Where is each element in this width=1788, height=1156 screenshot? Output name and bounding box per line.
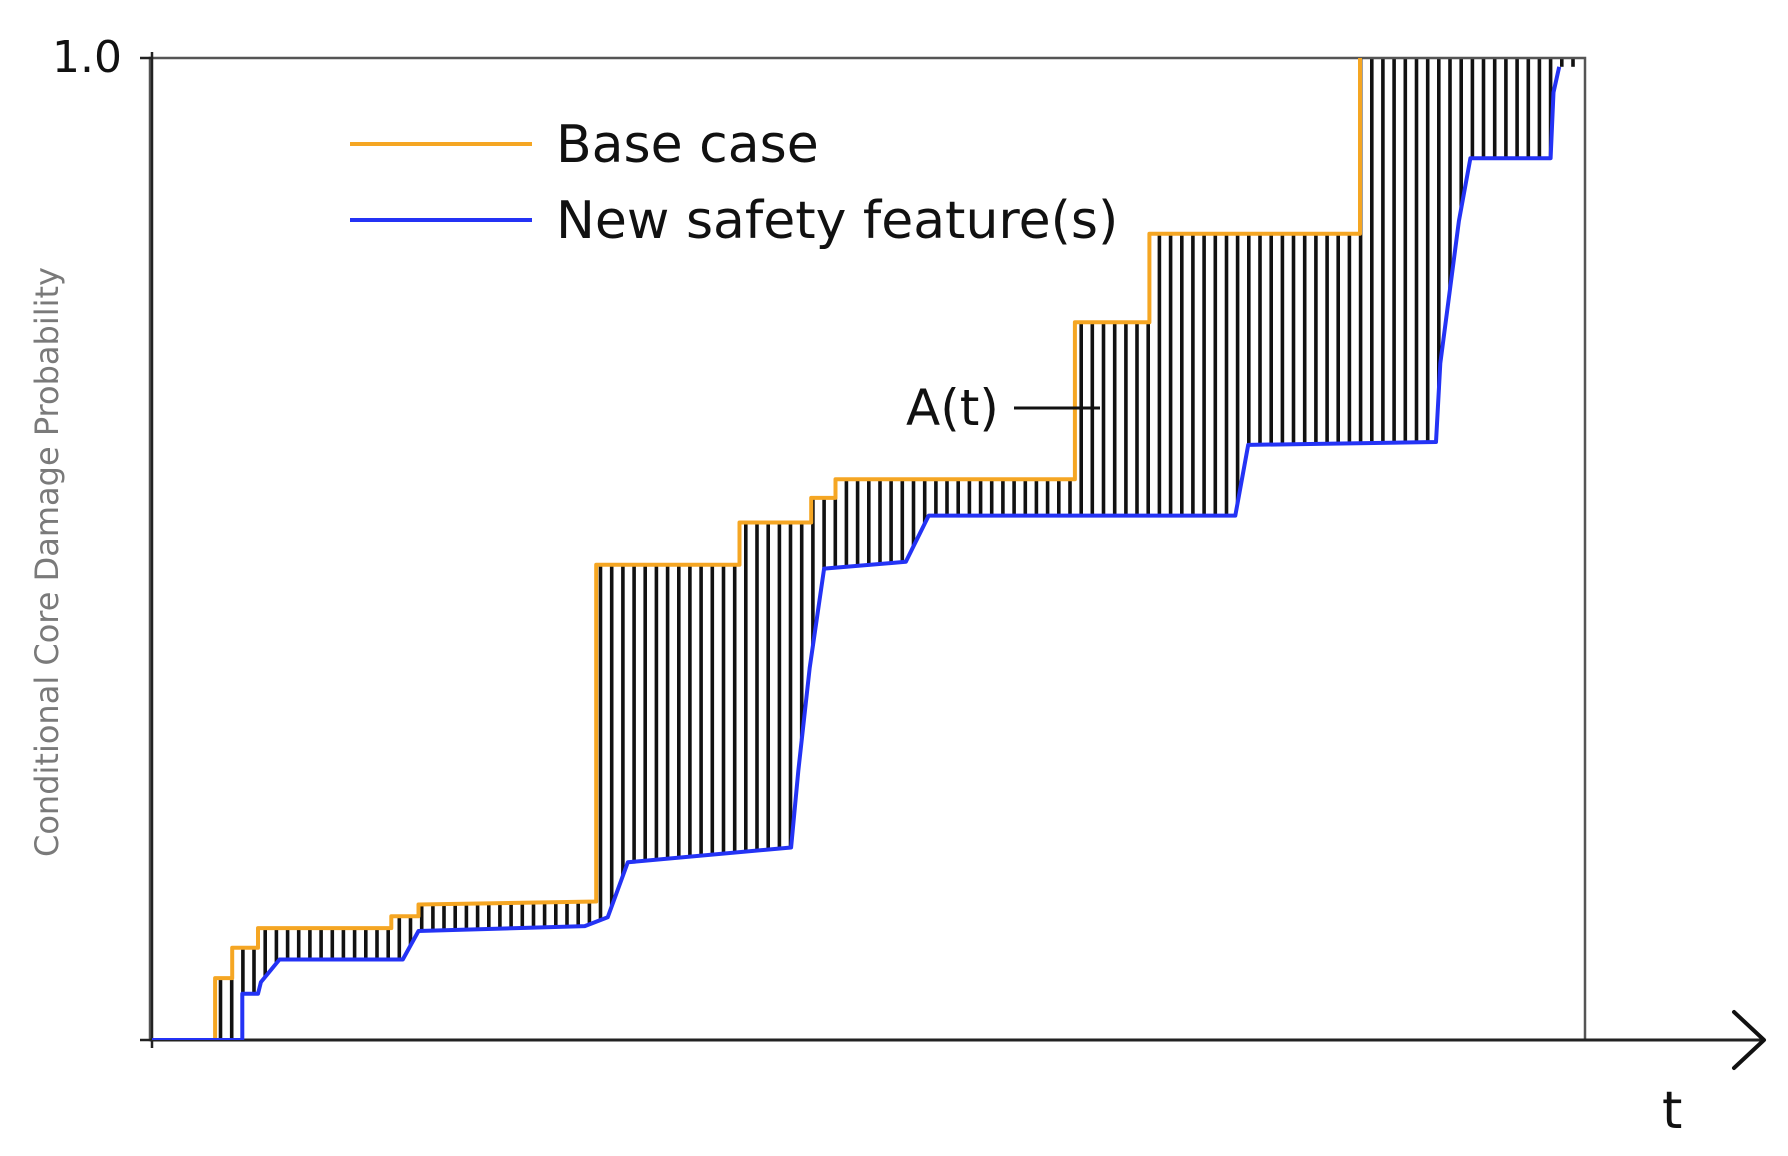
- legend-label-base-case: Base case: [556, 115, 819, 175]
- y-tick-label: 1.0: [52, 32, 122, 83]
- x-axis-arrow-icon: [1732, 1010, 1766, 1070]
- x-axis-label: t: [1662, 1081, 1682, 1141]
- y-axis-label: Conditional Core Damage Probability: [28, 267, 66, 857]
- area-hatch: [218, 58, 1575, 1040]
- legend: Base case New safety feature(s): [350, 115, 1118, 251]
- series-line-new-safety-features: [152, 66, 1562, 1040]
- legend-label-new-safety-features: New safety feature(s): [556, 191, 1118, 251]
- annotation-label: A(t): [906, 379, 999, 437]
- series-line-base-case: [152, 58, 1362, 1040]
